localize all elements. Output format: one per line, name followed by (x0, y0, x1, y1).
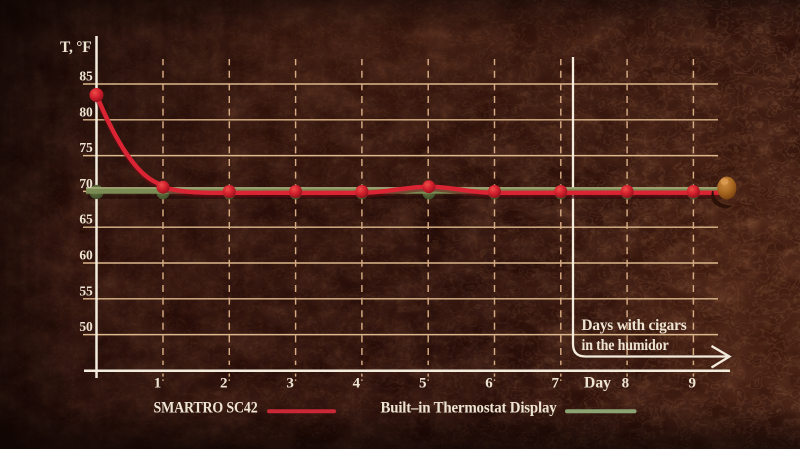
svg-text:85: 85 (79, 69, 93, 84)
svg-text:in the humidor: in the humidor (582, 337, 669, 354)
svg-text:SMARTRO SC42: SMARTRO SC42 (154, 400, 258, 417)
svg-text:7: 7 (552, 376, 560, 392)
svg-text:2: 2 (220, 376, 228, 392)
svg-text:75: 75 (79, 140, 93, 155)
svg-text:T, °F: T, °F (60, 39, 92, 56)
svg-text:55: 55 (79, 283, 93, 298)
svg-text:6: 6 (485, 376, 493, 392)
svg-text:Day: Day (584, 375, 611, 392)
svg-text:8: 8 (622, 376, 630, 392)
svg-text:9: 9 (689, 376, 697, 392)
svg-text:70: 70 (79, 176, 93, 191)
svg-text:3: 3 (286, 376, 294, 392)
svg-text:5: 5 (419, 376, 427, 392)
svg-text:65: 65 (79, 212, 93, 227)
svg-text:80: 80 (79, 104, 93, 119)
svg-text:50: 50 (79, 319, 93, 334)
svg-text:60: 60 (79, 248, 93, 263)
svg-text:Built–in Thermostat Display: Built–in Thermostat Display (381, 400, 557, 417)
svg-text:4: 4 (353, 376, 361, 392)
svg-text:1: 1 (154, 376, 162, 392)
svg-text:Days with cigars: Days with cigars (582, 317, 687, 334)
